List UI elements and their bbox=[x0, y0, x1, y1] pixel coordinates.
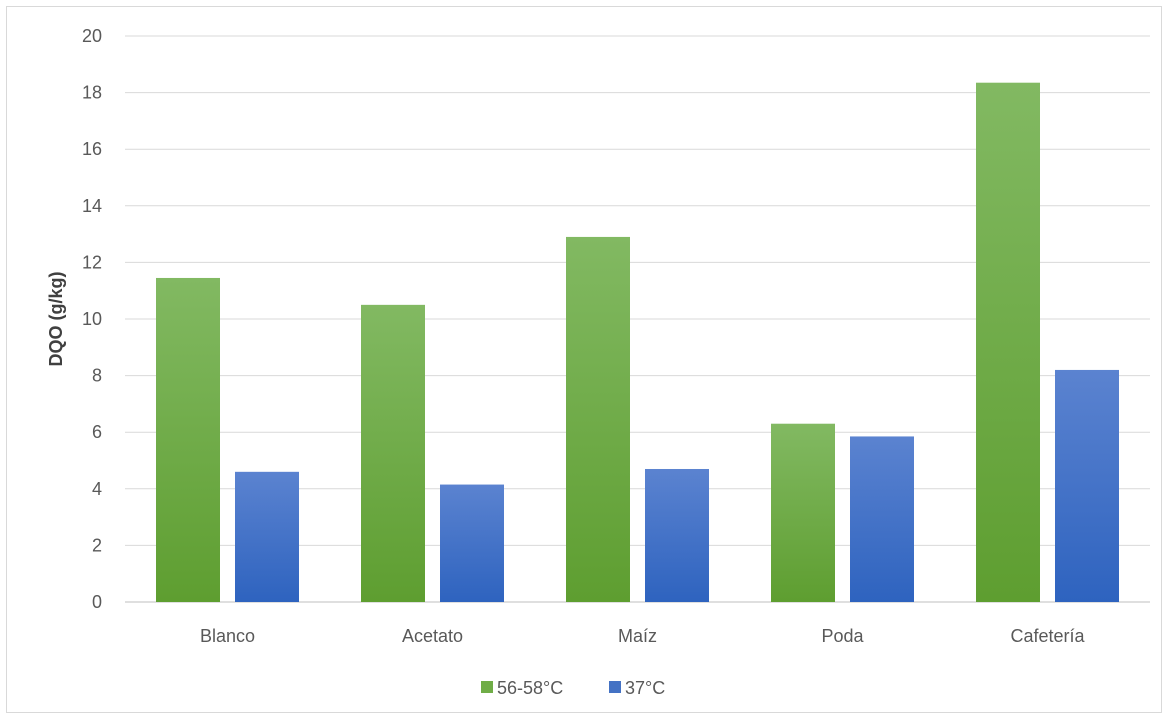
bars bbox=[156, 82, 1119, 602]
y-tick-label: 18 bbox=[82, 83, 102, 103]
x-tick-label: Blanco bbox=[200, 626, 255, 646]
y-tick-label: 10 bbox=[82, 309, 102, 329]
bar-series-2-1 bbox=[440, 484, 504, 602]
legend-swatch bbox=[481, 681, 493, 693]
legend-label: 56-58°C bbox=[497, 678, 563, 698]
legend-swatch bbox=[609, 681, 621, 693]
y-tick-label: 4 bbox=[92, 479, 102, 499]
legend-label: 37°C bbox=[625, 678, 665, 698]
y-tick-label: 14 bbox=[82, 196, 102, 216]
y-tick-label: 6 bbox=[92, 422, 102, 442]
legend: 56-58°C 37°C bbox=[481, 678, 665, 698]
bar-series-2-2 bbox=[645, 468, 709, 602]
x-tick-label: Acetato bbox=[402, 626, 463, 646]
x-tick-label: Cafetería bbox=[1010, 626, 1085, 646]
bar-series-2-3 bbox=[850, 436, 914, 602]
bar-series-1-2 bbox=[566, 236, 630, 602]
y-tick-label: 16 bbox=[82, 139, 102, 159]
x-axis-ticks: Blanco Acetato Maíz Poda Cafetería bbox=[200, 626, 1086, 646]
y-tick-label: 20 bbox=[82, 26, 102, 46]
x-tick-label: Poda bbox=[821, 626, 864, 646]
bar-series-1-0 bbox=[156, 277, 220, 602]
y-tick-label: 12 bbox=[82, 252, 102, 272]
y-axis-title: DQO (g/kg) bbox=[46, 272, 66, 367]
bar-series-1-3 bbox=[771, 423, 835, 602]
y-tick-label: 2 bbox=[92, 535, 102, 555]
y-axis-ticks: 0 2 4 6 8 10 12 14 16 18 20 bbox=[82, 26, 102, 612]
y-tick-label: 8 bbox=[92, 366, 102, 386]
bar-series-1-4 bbox=[976, 82, 1040, 602]
bar-series-2-4 bbox=[1055, 369, 1119, 602]
bar-series-1-1 bbox=[361, 304, 425, 602]
bar-series-2-0 bbox=[235, 471, 299, 602]
y-tick-label: 0 bbox=[92, 592, 102, 612]
x-tick-label: Maíz bbox=[618, 626, 657, 646]
